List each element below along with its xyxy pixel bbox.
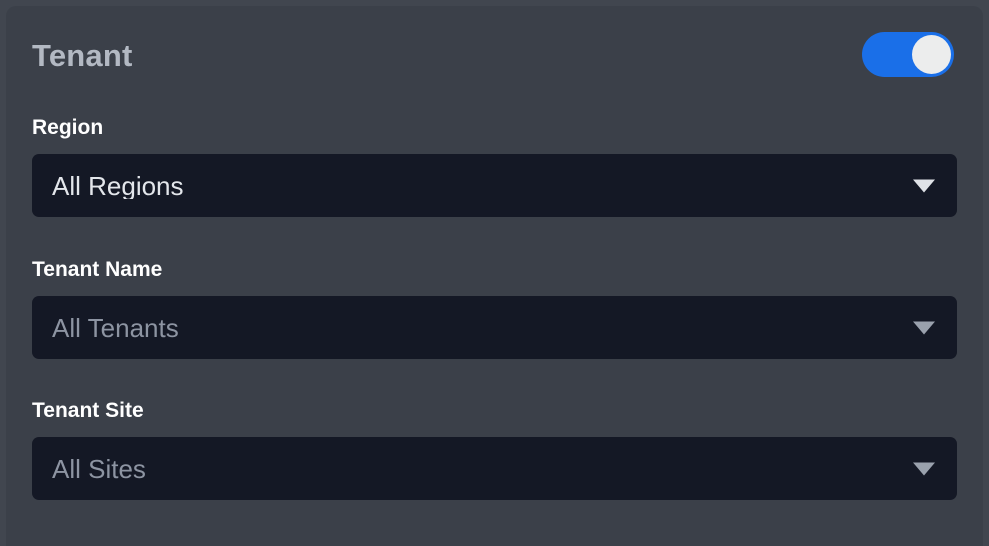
field-group-tenant-site: Tenant Site All Sites (32, 400, 957, 500)
card-header: Tenant (6, 6, 983, 110)
chevron-down-icon (913, 179, 935, 192)
region-select-value: All Regions (52, 172, 184, 199)
tenant-site-select-value: All Sites (52, 455, 146, 482)
chevron-down-icon (913, 462, 935, 475)
tenant-filter-card: Tenant Region All Regions Tenant Name Al… (6, 6, 983, 546)
tenant-name-select-value: All Tenants (52, 314, 179, 341)
field-group-region: Region All Regions (32, 117, 957, 217)
page-title: Tenant (32, 38, 133, 73)
tenant-toggle[interactable] (862, 32, 954, 77)
field-label-tenant-name: Tenant Name (32, 258, 163, 281)
tenant-site-select[interactable]: All Sites (32, 437, 957, 500)
chevron-down-icon (913, 321, 935, 334)
region-select[interactable]: All Regions (32, 154, 957, 217)
tenant-name-select[interactable]: All Tenants (32, 296, 957, 359)
field-label-region: Region (32, 116, 104, 139)
toggle-knob (912, 35, 951, 74)
field-group-tenant-name: Tenant Name All Tenants (32, 259, 957, 359)
field-label-tenant-site: Tenant Site (32, 399, 144, 422)
